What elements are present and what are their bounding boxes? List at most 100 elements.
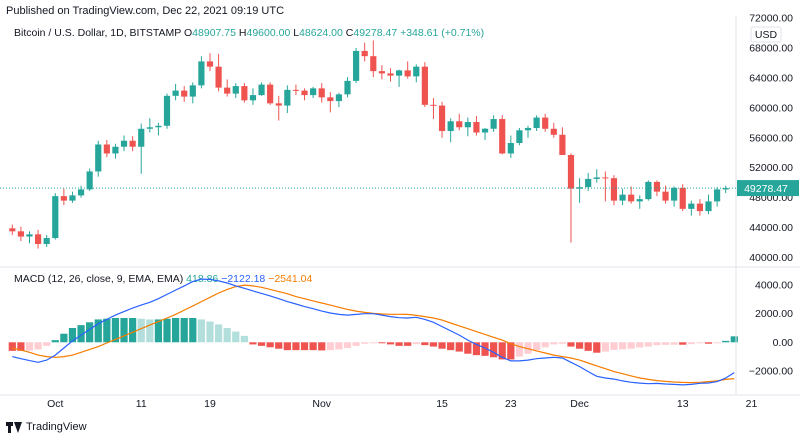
candle[interactable] xyxy=(275,95,282,121)
candle[interactable] xyxy=(447,118,454,143)
symbol-title: Bitcoin / U.S. Dollar, 1D, BITSTAMP xyxy=(14,27,182,39)
candle[interactable] xyxy=(206,53,214,72)
candle[interactable] xyxy=(593,169,600,183)
candle[interactable] xyxy=(671,186,678,207)
candle[interactable] xyxy=(490,115,497,132)
candle[interactable] xyxy=(267,82,274,105)
candle[interactable] xyxy=(163,93,171,129)
candle[interactable] xyxy=(146,118,153,133)
candle[interactable] xyxy=(310,86,317,99)
candle[interactable] xyxy=(705,194,712,215)
candle[interactable] xyxy=(181,86,188,102)
candle[interactable] xyxy=(387,68,394,82)
candle[interactable] xyxy=(60,188,67,206)
candle[interactable] xyxy=(550,122,557,138)
candle[interactable] xyxy=(722,185,729,194)
candle[interactable] xyxy=(576,178,583,203)
candle[interactable] xyxy=(172,83,179,101)
candle[interactable] xyxy=(129,136,136,152)
candle[interactable] xyxy=(499,115,506,155)
candle-body xyxy=(645,181,652,200)
candle[interactable] xyxy=(138,123,145,174)
candle[interactable] xyxy=(9,224,16,236)
candle[interactable] xyxy=(86,168,93,191)
candle[interactable] xyxy=(378,65,385,80)
candle[interactable] xyxy=(327,92,334,113)
candle[interactable] xyxy=(249,88,257,105)
candle[interactable] xyxy=(370,40,377,78)
candle[interactable] xyxy=(224,79,231,97)
candle-body xyxy=(550,128,557,135)
macd-histogram-bar xyxy=(352,342,360,346)
candle[interactable] xyxy=(559,127,566,155)
candle[interactable] xyxy=(26,231,33,244)
candlestick-series xyxy=(9,40,729,249)
candle[interactable] xyxy=(610,175,618,206)
candle-body xyxy=(370,56,377,72)
candle[interactable] xyxy=(696,199,704,216)
candle[interactable] xyxy=(602,171,609,202)
candle[interactable] xyxy=(120,135,128,152)
candle[interactable] xyxy=(232,83,239,99)
macd-histogram-bar xyxy=(249,342,257,345)
candle[interactable] xyxy=(628,186,635,204)
candle[interactable] xyxy=(353,47,360,84)
candle-body xyxy=(198,61,205,86)
candle[interactable] xyxy=(636,195,643,209)
candle[interactable] xyxy=(473,116,480,136)
candle[interactable] xyxy=(17,226,24,242)
macd-histogram-bar xyxy=(292,342,300,351)
last-price-marker: 49278.47 xyxy=(0,180,799,197)
candle[interactable] xyxy=(34,229,42,249)
candle[interactable] xyxy=(52,193,59,240)
candle[interactable] xyxy=(77,185,85,198)
macd-histogram-bar xyxy=(618,342,627,350)
candle[interactable] xyxy=(456,113,463,131)
candle[interactable] xyxy=(112,143,119,159)
candle[interactable] xyxy=(69,191,76,203)
candle[interactable] xyxy=(258,82,265,96)
candle[interactable] xyxy=(284,85,291,114)
candle[interactable] xyxy=(619,188,626,206)
candle-body xyxy=(172,90,179,96)
candle[interactable] xyxy=(653,180,661,197)
candle[interactable] xyxy=(318,83,325,103)
candle[interactable] xyxy=(292,84,300,96)
candle[interactable] xyxy=(95,140,102,177)
candle[interactable] xyxy=(421,62,428,108)
candle[interactable] xyxy=(438,101,446,138)
candle[interactable] xyxy=(662,185,669,204)
candle[interactable] xyxy=(714,187,721,207)
candle[interactable] xyxy=(430,98,437,120)
macd-histogram-bar xyxy=(378,342,386,344)
candle[interactable] xyxy=(688,200,695,216)
candle[interactable] xyxy=(481,128,489,141)
candle[interactable] xyxy=(679,184,686,212)
candle[interactable] xyxy=(524,125,532,138)
candle[interactable] xyxy=(155,122,162,136)
candle[interactable] xyxy=(361,42,368,62)
candle[interactable] xyxy=(507,135,514,158)
candle[interactable] xyxy=(395,69,403,87)
candle[interactable] xyxy=(567,153,575,243)
candle[interactable] xyxy=(404,61,411,79)
candle[interactable] xyxy=(533,115,540,132)
candle[interactable] xyxy=(301,88,308,101)
candle[interactable] xyxy=(215,53,222,92)
candle[interactable] xyxy=(464,117,471,137)
candle[interactable] xyxy=(241,83,248,103)
candle[interactable] xyxy=(43,235,50,248)
candle[interactable] xyxy=(645,180,652,201)
candle[interactable] xyxy=(516,128,523,146)
candle[interactable] xyxy=(542,113,549,132)
candle[interactable] xyxy=(198,56,205,89)
candle[interactable] xyxy=(344,77,351,98)
tradingview-footer: TradingView xyxy=(6,421,87,433)
candle[interactable] xyxy=(189,82,196,104)
candle[interactable] xyxy=(413,64,420,83)
candle-body xyxy=(378,71,385,74)
candle-body xyxy=(662,191,669,201)
candle[interactable] xyxy=(103,140,110,158)
candle[interactable] xyxy=(335,92,343,108)
